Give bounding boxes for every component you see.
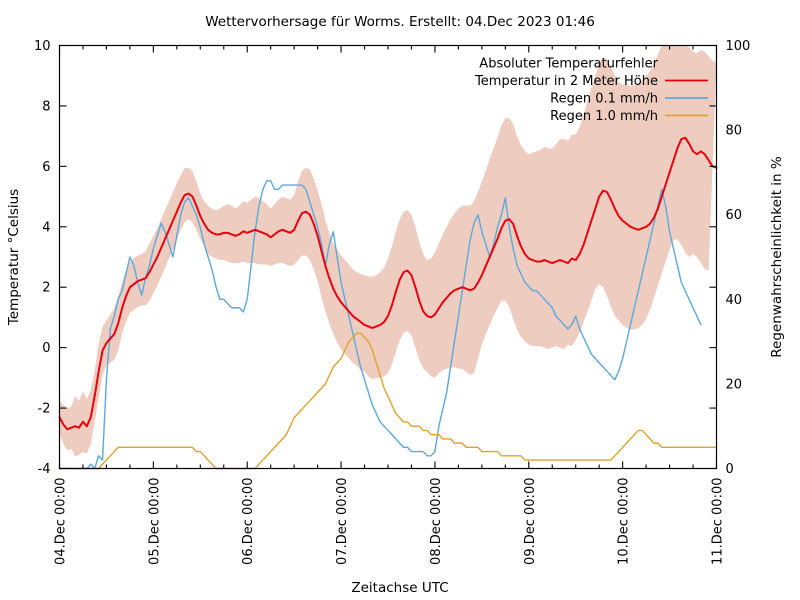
axis-tick-label: 0	[42, 341, 50, 356]
axis-tick-label: -4	[38, 462, 51, 477]
series-lines	[58, 136, 718, 470]
legend-swatch-band	[665, 58, 708, 68]
axis-tick-label: 6	[42, 160, 50, 175]
legend-label: Absoluter Temperaturfehler	[479, 57, 658, 72]
x-axis-title: Zeitachse UTC	[351, 580, 448, 596]
chart-legend: Absoluter Temperaturfehler Temperatur in …	[474, 57, 708, 124]
legend-label: Regen 0.1 mm/h	[550, 92, 658, 107]
chart-title: Wettervorhersage für Worms. Erstellt: 04…	[205, 14, 595, 30]
x-axis-tick-label: 11.Dec 00:00	[711, 478, 726, 565]
axis-tick-label: 10	[34, 39, 51, 54]
rain-10-line	[58, 332, 718, 470]
axis-tick-label: 8	[42, 99, 50, 114]
x-axis-tick-label: 04.Dec 00:00	[54, 478, 69, 565]
axis-tick-label: -2	[38, 402, 51, 417]
temperature-line	[58, 136, 718, 431]
error-band-area	[59, 45, 717, 457]
x-axis-tick-label: 10.Dec 00:00	[617, 478, 632, 565]
x-axis-tick-label: 08.Dec 00:00	[429, 478, 444, 565]
x-axis-tick-label: 07.Dec 00:00	[335, 478, 350, 565]
y-axis-right-title: Regenwahrscheinlichkeit in %	[769, 156, 785, 358]
y-axis-left-labels: -4 -2 0 2 4 6 8 10	[34, 39, 51, 477]
x-axis-labels: 04.Dec 00:00 05.Dec 00:00 06.Dec 00:00 07.D…	[54, 478, 726, 565]
axis-tick-label: 100	[726, 39, 751, 54]
axis-tick-label: 4	[42, 220, 50, 235]
axis-tick-label: 20	[726, 377, 743, 392]
x-axis-top-ticks	[58, 45, 718, 53]
x-axis-ticks	[58, 461, 718, 469]
axis-tick-label: 60	[726, 208, 743, 223]
x-axis-tick-label: 06.Dec 00:00	[241, 478, 256, 565]
y-axis-left-title: Temperatur °Celsius	[6, 189, 22, 326]
axis-tick-label: 40	[726, 293, 743, 308]
axis-tick-label: 0	[726, 462, 734, 477]
axis-tick-label: 80	[726, 124, 743, 139]
legend-label: Temperatur in 2 Meter Höhe	[474, 74, 658, 89]
x-axis-tick-label: 09.Dec 00:00	[523, 478, 538, 565]
legend-label: Regen 1.0 mm/h	[550, 109, 658, 124]
temperature-error-band	[59, 45, 717, 457]
y-axis-left-ticks	[59, 44, 717, 470]
x-axis-tick-label: 05.Dec 00:00	[147, 478, 162, 565]
axis-tick-label: 2	[42, 281, 50, 296]
y-axis-right-labels: 0 20 40 60 80 100	[726, 39, 751, 477]
